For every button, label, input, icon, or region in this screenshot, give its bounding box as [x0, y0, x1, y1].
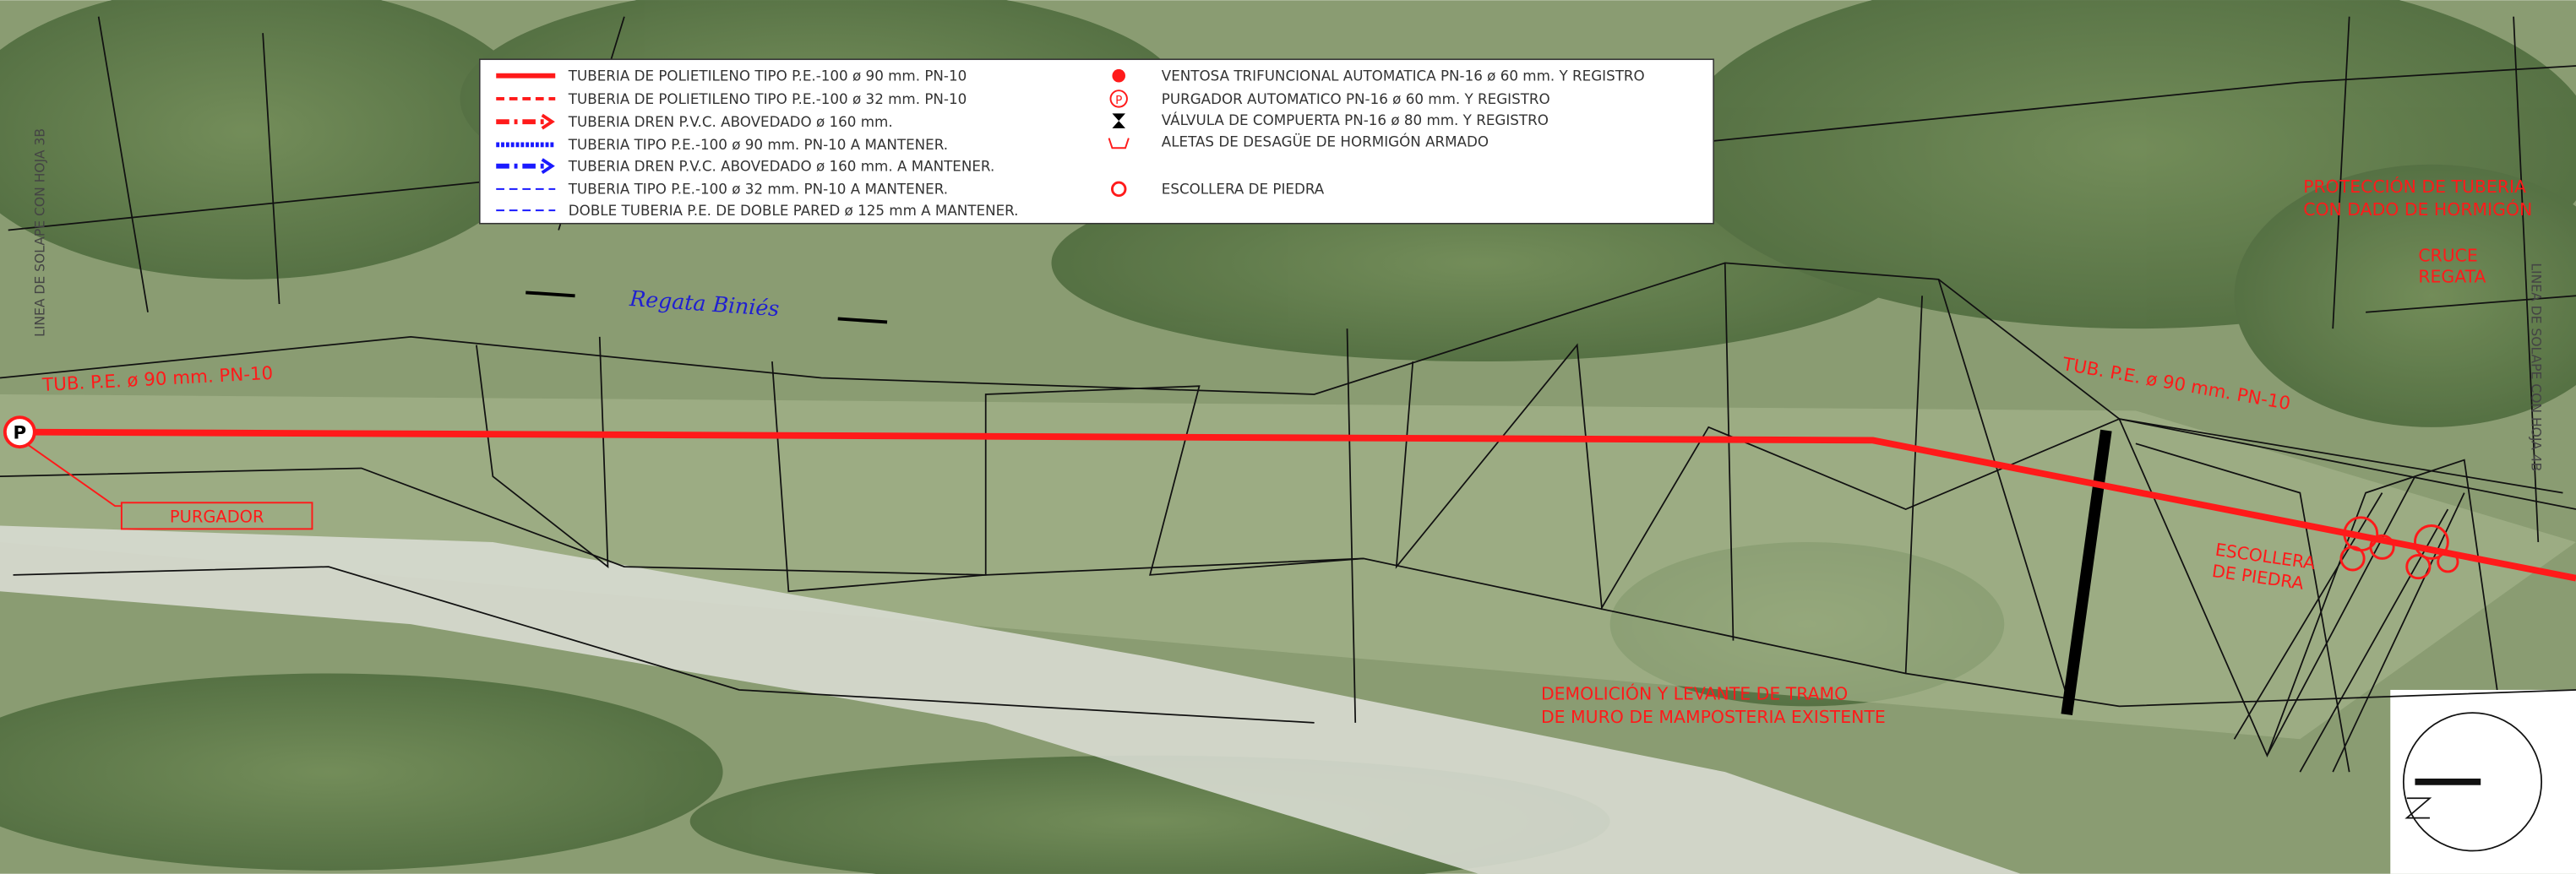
legend-entry: TUBERIA DE POLIETILENO TIPO P.E.-100 ø 9…: [568, 68, 967, 84]
legend-entry: ESCOLLERA DE PIEDRA: [1162, 181, 1325, 198]
annotation-line: DEMOLICIÓN Y LEVANTE DE TRAMO: [1541, 683, 1848, 704]
page: P PURGADOR TUB. P.E. ø 90 mm. PN-10 TUB.…: [0, 0, 2576, 874]
legend-entry: TUBERIA DE POLIETILENO TIPO P.E.-100 ø 3…: [568, 90, 967, 107]
legend-entry: TUBERIA DREN P.V.C. ABOVEDADO ø 160 mm.: [568, 113, 893, 130]
legend-entry: VÁLVULA DE COMPUERTA PN-16 ø 80 mm. Y RE…: [1162, 111, 1549, 128]
purgador-label: PURGADOR: [170, 508, 264, 527]
annotation-line: CRUCE: [2418, 245, 2478, 265]
legend-entry: ALETAS DE DESAGÜE DE HORMIGÓN ARMADO: [1162, 133, 1489, 149]
legend-entry: PURGADOR AUTOMATICO PN-16 ø 60 mm. Y REG…: [1162, 90, 1550, 107]
legend-entry: TUBERIA TIPO P.E.-100 ø 90 mm. PN-10 A M…: [568, 136, 948, 153]
annotation-line: REGATA: [2418, 267, 2486, 287]
overlap-label: LINEA DE SOLAPE CON HOJA 3B: [33, 128, 48, 337]
overlap-label: LINEA DE SOLAPE CON HOJA 4B: [2528, 263, 2543, 471]
legend-entry: TUBERIA DREN P.V.C. ABOVEDADO ø 160 mm. …: [568, 157, 994, 174]
annotation-line: CON DADO DE HORMIGÓN: [2303, 198, 2532, 220]
purgador-symbol-letter: P: [13, 422, 26, 443]
legend-entry: TUBERIA TIPO P.E.-100 ø 32 mm. PN-10 A M…: [568, 181, 948, 198]
map: P PURGADOR TUB. P.E. ø 90 mm. PN-10 TUB.…: [0, 0, 2576, 874]
annotation-line: DE MURO DE MAMPOSTERIA EXISTENTE: [1541, 707, 1886, 727]
annotation-line: PROTECCIÓN DE TUBERIA: [2303, 176, 2526, 197]
legend-symbol-letter: P: [1115, 94, 1122, 107]
legend-entry: DOBLE TUBERIA P.E. DE DOBLE PARED ø 125 …: [569, 202, 1019, 219]
legend-entry: VENTOSA TRIFUNCIONAL AUTOMATICA PN-16 ø …: [1162, 68, 1645, 84]
